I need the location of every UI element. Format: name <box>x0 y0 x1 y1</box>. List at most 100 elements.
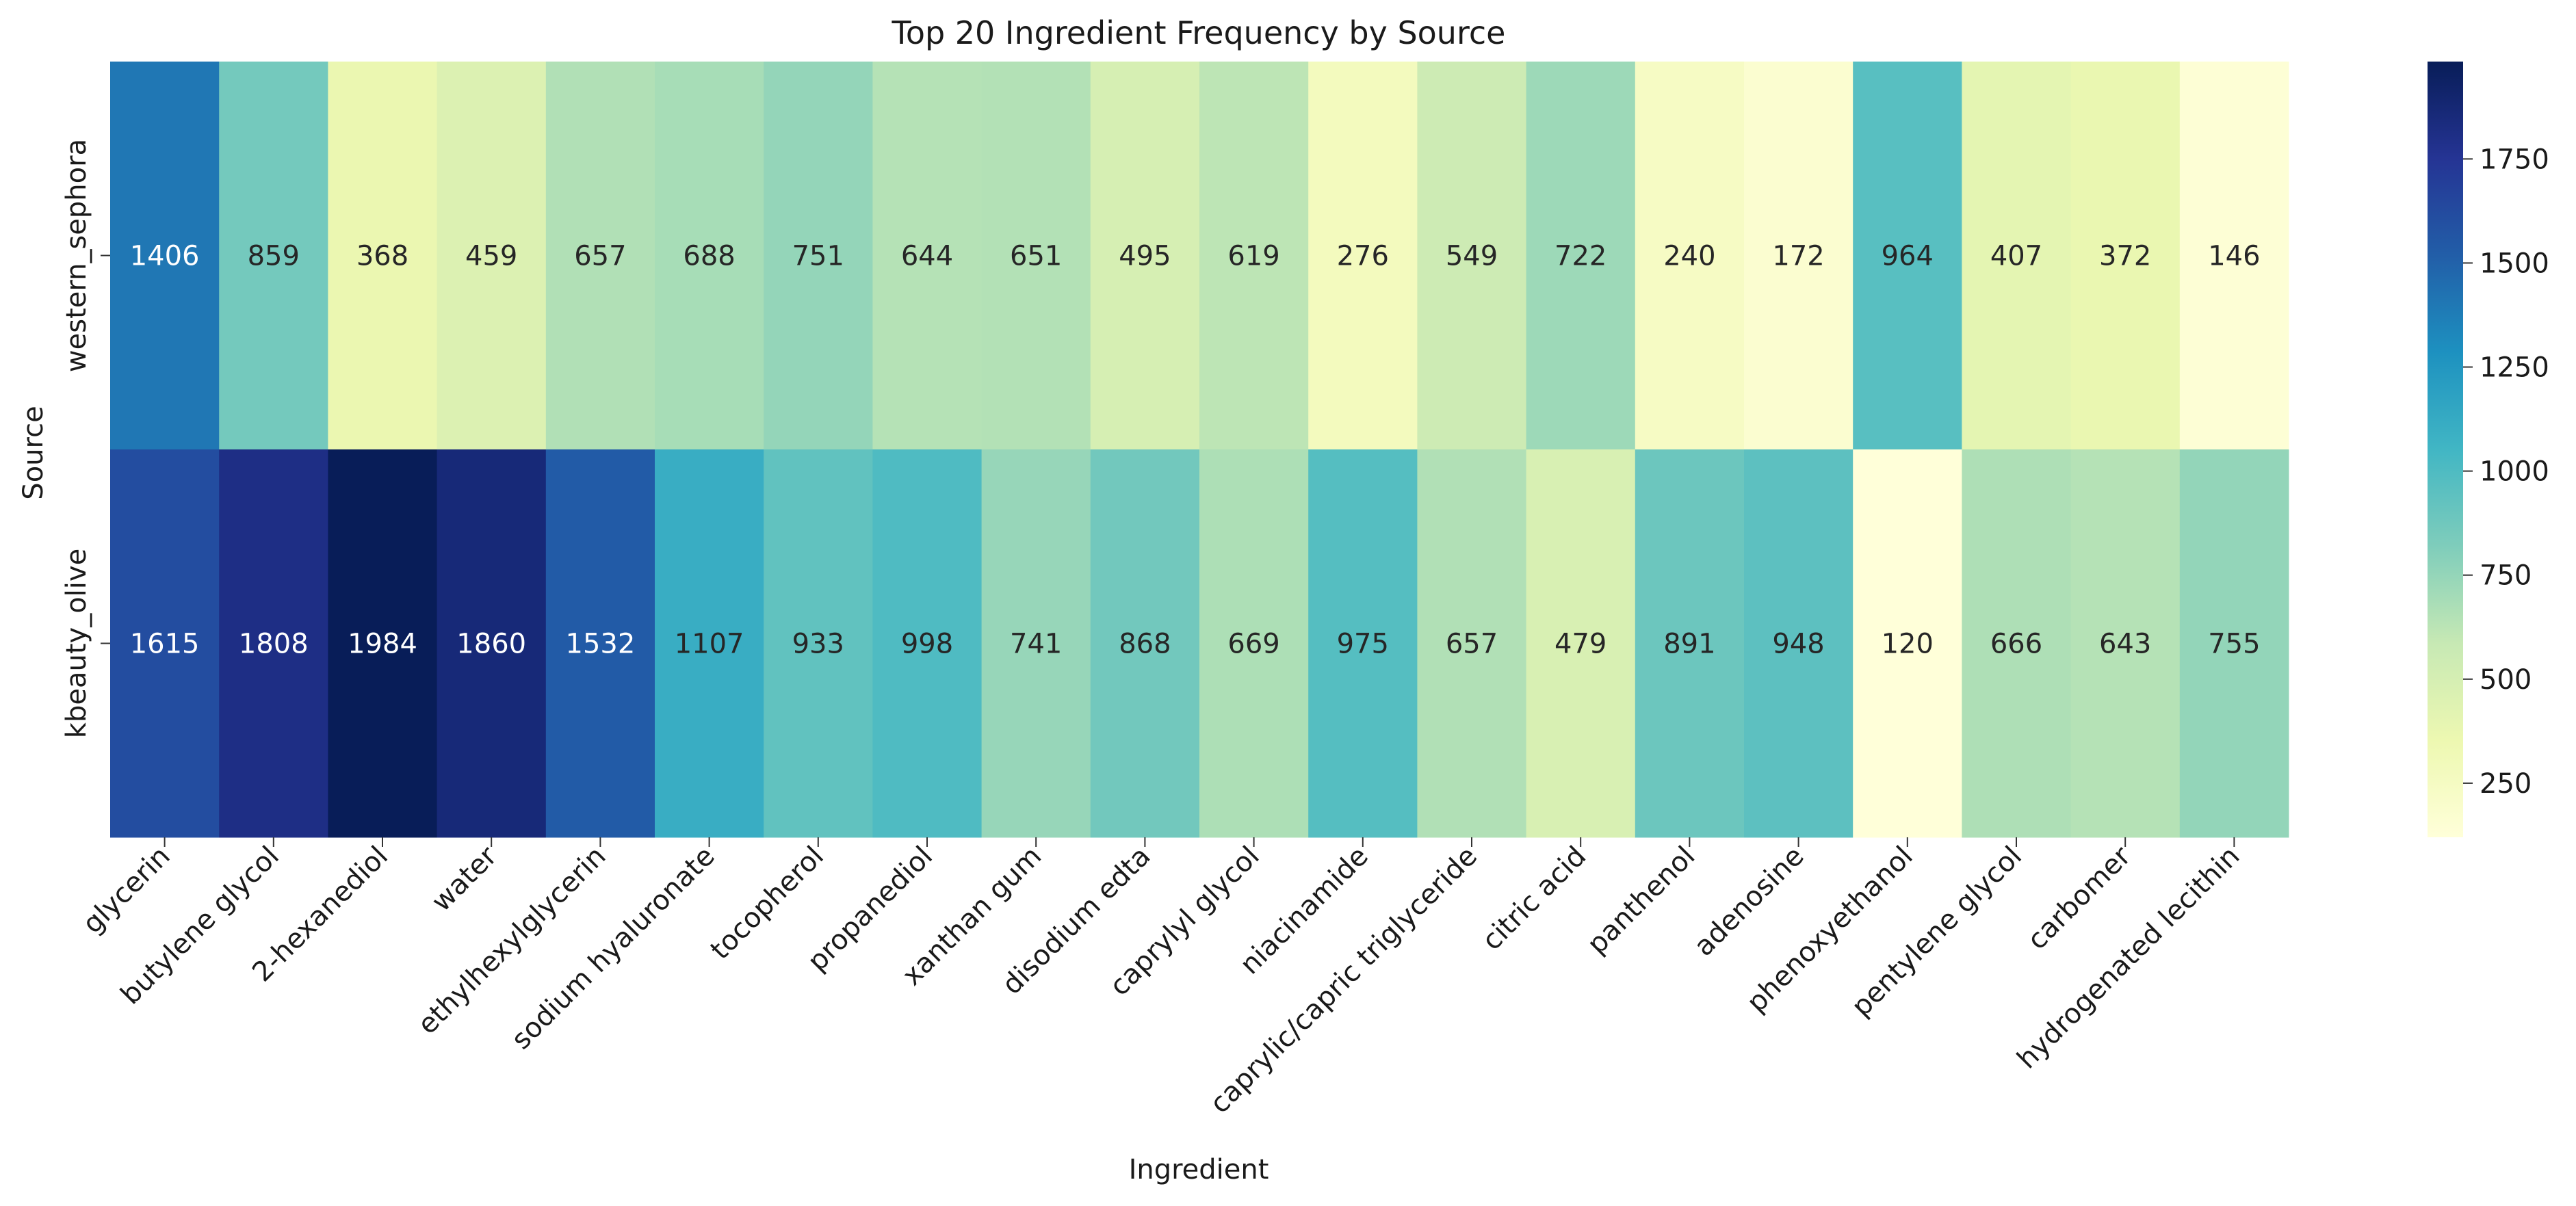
cell-value-label: 666 <box>1990 629 2042 660</box>
cell-value-label: 549 <box>1446 241 1498 272</box>
cell-value-label: 868 <box>1119 629 1171 660</box>
cell-value-label: 276 <box>1337 241 1389 272</box>
cell-value-label: 657 <box>1446 629 1498 660</box>
heatmap-cell <box>764 62 873 450</box>
heatmap-cell <box>219 449 328 838</box>
cell-value-label: 495 <box>1119 241 1171 272</box>
cell-value-label: 891 <box>1663 629 1715 660</box>
x-tick-label: glycerin <box>77 841 176 940</box>
cell-value-label: 407 <box>1990 241 2042 272</box>
heatmap-cell <box>764 449 873 838</box>
cell-value-label: 859 <box>248 241 300 272</box>
heatmap-cell <box>1308 449 1418 838</box>
heatmap-cell <box>981 449 1091 838</box>
heatmap-cell <box>1526 449 1636 838</box>
cell-value-label: 146 <box>2208 241 2260 272</box>
heatmap-cell <box>545 449 655 838</box>
colorbar-tick-label: 1000 <box>2480 456 2549 488</box>
heatmap-cell <box>110 449 220 838</box>
cell-value-label: 688 <box>683 241 735 272</box>
heatmap-cell <box>2070 62 2181 450</box>
cell-value-label: 1984 <box>348 629 417 660</box>
cell-value-label: 479 <box>1554 629 1606 660</box>
heatmap-cell <box>1526 62 1636 450</box>
heatmap-cell <box>1962 62 2072 450</box>
chart-title: Top 20 Ingredient Frequency by Source <box>892 14 1506 51</box>
cell-value-label: 619 <box>1227 241 1279 272</box>
x-tick-label: citric acid <box>1476 841 1593 957</box>
heatmap-cell <box>437 62 547 450</box>
cell-value-label: 964 <box>1882 241 1934 272</box>
heatmap-cell <box>655 449 764 838</box>
heatmap-cell <box>1635 449 1745 838</box>
cell-value-label: 368 <box>356 241 408 272</box>
cell-value-label: 657 <box>574 241 626 272</box>
colorbar-tick-label: 500 <box>2480 664 2532 696</box>
heatmap-cell <box>1308 62 1418 450</box>
colorbar-gradient <box>2428 62 2463 837</box>
y-tick-label: kbeauty_olive <box>61 549 92 738</box>
heatmap-cell <box>1417 62 1527 450</box>
cell-value-label: 643 <box>2099 629 2151 660</box>
x-tick-label: carbomer <box>2021 840 2137 956</box>
heatmap-cell <box>872 62 983 450</box>
heatmap-cell <box>2070 449 2181 838</box>
cell-value-label: 644 <box>901 241 953 272</box>
cell-value-label: 372 <box>2099 241 2151 272</box>
heatmap-cell <box>328 449 438 838</box>
heatmap-cell <box>1853 62 1962 450</box>
cell-value-label: 998 <box>901 629 953 660</box>
x-tick-label: panthenol <box>1581 841 1701 960</box>
heatmap-cell <box>1199 449 1309 838</box>
heatmap-cell <box>1853 449 1962 838</box>
heatmap-cell <box>437 449 547 838</box>
cell-value-label: 948 <box>1772 629 1824 660</box>
heatmap-cell <box>110 62 220 450</box>
cell-value-label: 751 <box>792 241 844 272</box>
cell-value-label: 459 <box>465 241 517 272</box>
heatmap-cell <box>219 62 328 450</box>
x-axis-label: Ingredient <box>1129 1154 1269 1185</box>
heatmap-cell <box>1417 449 1527 838</box>
cell-value-label: 1808 <box>239 629 309 660</box>
heatmap-cell <box>328 62 438 450</box>
heatmap-cell <box>2179 62 2289 450</box>
cell-value-label: 1532 <box>566 629 636 660</box>
y-tick-label: western_sephora <box>61 139 92 372</box>
colorbar-tick-label: 1750 <box>2480 144 2549 175</box>
heatmap-cells: 1406 859 368 459 657 688 751 644 651 495 619 276 549… <box>110 62 2289 838</box>
x-tick-label: adenosine <box>1688 841 1810 962</box>
cell-value-label: 1406 <box>130 241 200 272</box>
colorbar-tick-label: 1500 <box>2480 248 2549 279</box>
cell-value-label: 172 <box>1772 241 1824 272</box>
heatmap-cell <box>1635 62 1745 450</box>
y-axis-label: Source <box>18 406 49 499</box>
colorbar-tick-label: 250 <box>2480 768 2532 800</box>
cell-value-label: 1615 <box>130 629 200 660</box>
cell-value-label: 741 <box>1010 629 1062 660</box>
colorbar-tick-label: 750 <box>2480 560 2532 592</box>
heatmap-cell <box>2179 449 2289 838</box>
cell-value-label: 1860 <box>456 629 526 660</box>
x-tick-label: hydrogenated lecithin <box>2011 841 2246 1075</box>
x-tick-label: ethylhexylglycerin <box>412 841 612 1041</box>
cell-value-label: 669 <box>1227 629 1279 660</box>
cell-value-label: 1107 <box>675 629 744 660</box>
cell-value-label: 651 <box>1010 241 1062 272</box>
heatmap-cell <box>1090 62 1200 450</box>
cell-value-label: 975 <box>1337 629 1389 660</box>
x-tick-label: water <box>426 840 504 918</box>
heatmap-cell <box>1744 449 1853 838</box>
cell-value-label: 933 <box>792 629 844 660</box>
x-tick-label: sodium hyaluronate <box>506 841 721 1056</box>
heatmap-cell <box>981 62 1091 450</box>
heatmap-cell <box>872 449 983 838</box>
colorbar: 250 500 750 1000 1250 1500 1750 <box>2428 62 2549 837</box>
heatmap-cell <box>1744 62 1853 450</box>
heatmap-cell <box>1090 449 1200 838</box>
heatmap-cell <box>545 62 655 450</box>
colorbar-tick-label: 1250 <box>2480 352 2549 384</box>
cell-value-label: 722 <box>1554 241 1606 272</box>
